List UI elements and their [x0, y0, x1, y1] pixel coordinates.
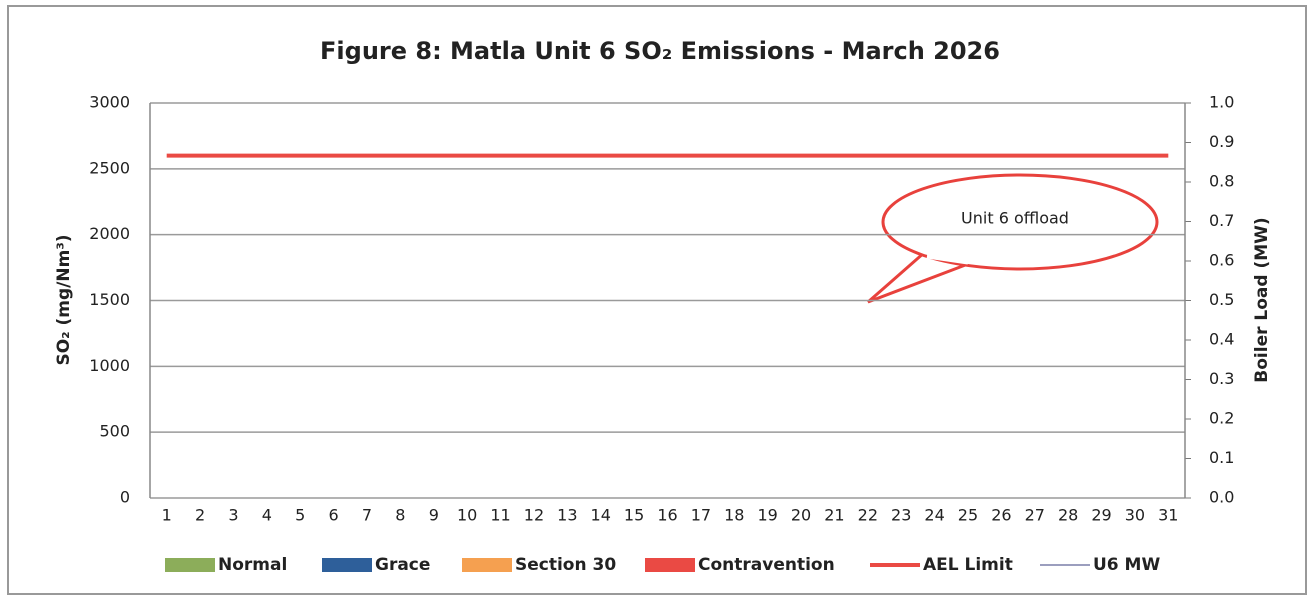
callout: Unit 6 offload — [867, 173, 1159, 304]
callout-bubble — [881, 173, 1159, 271]
y2-tick-label: 0.0 — [1209, 488, 1234, 507]
legend-swatch — [645, 558, 695, 572]
x-tick-label: 1 — [162, 506, 172, 525]
x-tick-label: 10 — [457, 506, 477, 525]
legend-swatch — [322, 558, 372, 572]
callout-tail — [867, 250, 969, 304]
y-tick-label: 1500 — [89, 290, 130, 309]
legend-label: Section 30 — [515, 555, 616, 575]
x-tick-label: 16 — [657, 506, 677, 525]
legend-label: AEL Limit — [923, 555, 1013, 575]
x-tick-label: 31 — [1158, 506, 1178, 525]
y-tick-label: 1000 — [89, 356, 130, 375]
x-tick-label: 28 — [1058, 506, 1078, 525]
x-tick-label: 19 — [757, 506, 777, 525]
x-tick-label: 20 — [791, 506, 811, 525]
x-tick-label: 14 — [591, 506, 611, 525]
x-tick-label: 26 — [991, 506, 1011, 525]
x-tick-label: 4 — [262, 506, 272, 525]
y-tick-label: 2000 — [89, 224, 130, 243]
y2-tick-label: 0.2 — [1209, 409, 1234, 428]
x-tick-label: 6 — [329, 506, 339, 525]
x-tick-label: 13 — [557, 506, 577, 525]
x-tick-label: 30 — [1125, 506, 1145, 525]
chart-title: Figure 8: Matla Unit 6 SO₂ Emissions - M… — [320, 37, 1000, 65]
y2-axis-label: Boiler Load (MW) — [1252, 217, 1272, 382]
legend-swatch — [462, 558, 512, 572]
y2-tick-label: 0.7 — [1209, 211, 1234, 230]
y2-tick-label: 0.5 — [1209, 290, 1234, 309]
y-tick-label: 3000 — [89, 93, 130, 112]
x-tick-label: 25 — [958, 506, 978, 525]
y-tick-label: 500 — [99, 422, 130, 441]
legend-label: Grace — [375, 555, 430, 575]
y2-tick-label: 0.8 — [1209, 172, 1234, 191]
x-tick-label: 9 — [429, 506, 439, 525]
x-tick-label: 27 — [1025, 506, 1045, 525]
y2-tick-label: 0.6 — [1209, 251, 1234, 270]
annotation: Unit 6 offload — [961, 209, 1069, 228]
y2-tick-label: 1.0 — [1209, 93, 1234, 112]
y2-tick-label: 0.4 — [1209, 330, 1234, 349]
x-tick-label: 22 — [858, 506, 878, 525]
x-tick-label: 3 — [228, 506, 238, 525]
x-tick-label: 24 — [924, 506, 944, 525]
x-tick-label: 7 — [362, 506, 372, 525]
x-tick-label: 5 — [295, 506, 305, 525]
y2-tick-label: 0.1 — [1209, 448, 1234, 467]
x-tick-label: 8 — [395, 506, 405, 525]
y2-tick-label: 0.3 — [1209, 369, 1234, 388]
legend-swatch — [165, 558, 215, 572]
x-tick-label: 23 — [891, 506, 911, 525]
y-tick-label: 0 — [120, 488, 130, 507]
x-tick-label: 18 — [724, 506, 744, 525]
x-tick-label: 21 — [824, 506, 844, 525]
callout-joint — [926, 253, 969, 265]
legend-label: U6 MW — [1093, 555, 1160, 575]
x-tick-label: 17 — [691, 506, 711, 525]
x-tick-label: 29 — [1091, 506, 1111, 525]
y2-tick-label: 0.9 — [1209, 132, 1234, 151]
y-tick-label: 2500 — [89, 158, 130, 177]
x-tick-label: 15 — [624, 506, 644, 525]
x-tick-label: 11 — [490, 506, 510, 525]
y-axis-label: SO₂ (mg/Nm³) — [54, 234, 74, 365]
x-tick-label: 12 — [524, 506, 544, 525]
legend-label: Contravention — [698, 555, 835, 575]
x-tick-label: 2 — [195, 506, 205, 525]
legend-label: Normal — [218, 555, 287, 575]
